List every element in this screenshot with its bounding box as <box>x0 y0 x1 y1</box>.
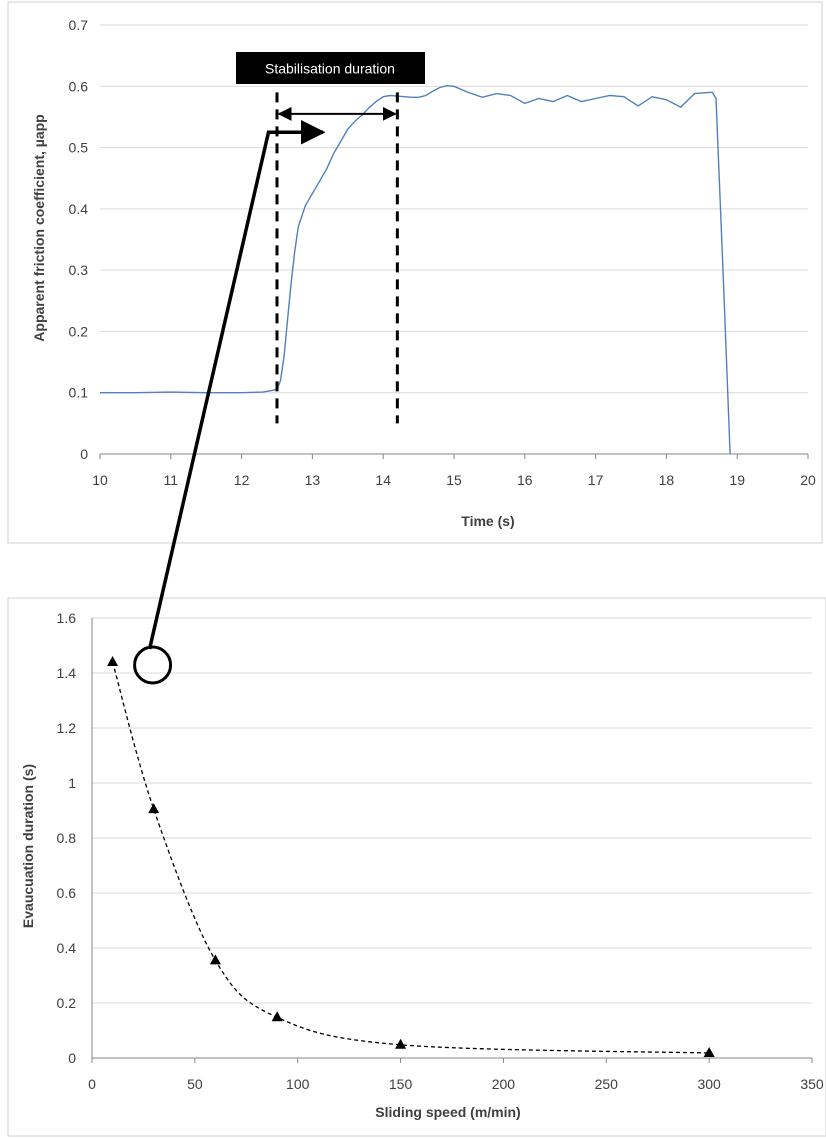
y-tick-label: 0.2 <box>57 995 77 1011</box>
x-tick-label: 17 <box>588 472 604 488</box>
evacuation-chart-x-tick-labels: 0 50 100 150 200 250 300 350 <box>88 1076 824 1092</box>
evacuation-chart-y-tick-labels: 0 0.2 0.4 0.6 0.8 1 1.2 1.4 1.6 <box>57 610 77 1066</box>
connector-annotation <box>133 120 326 685</box>
highlight-circle <box>133 645 173 685</box>
x-tick-label: 14 <box>375 472 391 488</box>
y-tick-label: 0.2 <box>69 323 89 339</box>
x-tick-label: 300 <box>697 1076 721 1092</box>
evacuation-chart: 0 0.2 0.4 0.6 0.8 1 1.2 1.4 1.6 0 50 100 150 200 250 3… <box>7 597 826 1137</box>
friction-chart-y-tick-labels: 0 0.1 0.2 0.3 0.4 0.5 0.6 0.7 <box>69 17 89 462</box>
friction-chart-frame <box>7 1 823 544</box>
data-point-triangle <box>209 954 221 965</box>
x-tick-label: 16 <box>517 472 533 488</box>
y-tick-label: 0.6 <box>69 78 89 94</box>
data-point-triangle <box>107 656 119 666</box>
y-tick-label: 0 <box>80 446 88 462</box>
friction-curve <box>100 84 731 455</box>
x-tick-label: 100 <box>286 1076 310 1092</box>
y-tick-label: 0.4 <box>57 940 77 956</box>
y-tick-label: 1.6 <box>57 610 77 626</box>
x-tick-label: 150 <box>389 1076 413 1092</box>
friction-chart: 00.10.20.30.40.50.60.7 10 11 12 13 14 15 16 17 1… <box>7 1 823 544</box>
x-tick-label: 250 <box>595 1076 619 1092</box>
evacuation-trendline <box>111 661 710 1054</box>
friction-chart-x-axis-label: Time (s) <box>461 513 514 529</box>
y-tick-label: 0.6 <box>57 885 77 901</box>
x-tick-label: 200 <box>492 1076 516 1092</box>
x-tick-label: 13 <box>305 472 321 488</box>
x-tick-label: 50 <box>187 1076 203 1092</box>
evacuation-chart-x-axis-label: Sliding speed (m/min) <box>375 1104 520 1120</box>
y-tick-label: 0 <box>68 1050 76 1066</box>
y-tick-label: 0.5 <box>69 140 89 156</box>
data-point-triangle <box>271 1011 283 1022</box>
evacuation-data-points <box>107 656 715 1058</box>
friction-chart-x-tick-labels: 10 11 12 13 14 15 16 17 18 19 20 <box>92 472 816 488</box>
x-tick-label: 11 <box>164 472 179 488</box>
y-tick-label: 0.3 <box>69 262 89 278</box>
x-tick-label: 10 <box>92 472 108 488</box>
evacuation-chart-y-axis-label: Evaucuation duration (s) <box>20 764 36 928</box>
x-tick-label: 18 <box>659 472 675 488</box>
y-tick-label: 0.7 <box>69 17 89 33</box>
y-tick-label: 0.8 <box>57 830 77 846</box>
x-tick-label: 19 <box>729 472 745 488</box>
x-tick-label: 20 <box>800 472 816 488</box>
data-point-triangle <box>703 1047 715 1058</box>
evacuation-chart-frame <box>7 597 826 1137</box>
x-tick-label: 12 <box>234 472 250 488</box>
y-tick-label: 1 <box>68 775 76 791</box>
data-point-triangle <box>148 803 160 814</box>
y-tick-label: 0.4 <box>69 201 89 217</box>
stabilisation-label: Stabilisation duration <box>265 61 395 77</box>
x-tick-label: 0 <box>88 1076 96 1092</box>
x-tick-label: 350 <box>800 1076 824 1092</box>
friction-chart-y-axis-label: Apparent friction coefficient, µapp <box>31 114 47 341</box>
x-tick-label: 15 <box>446 472 462 488</box>
stabilisation-label-box <box>236 52 425 84</box>
y-tick-label: 1.2 <box>57 720 77 736</box>
data-point-triangle <box>395 1038 407 1049</box>
connector-line <box>147 120 326 650</box>
evacuation-chart-gridlines <box>91 617 813 1063</box>
y-tick-label: 0.1 <box>69 385 89 401</box>
y-tick-label: 1.4 <box>57 665 77 681</box>
